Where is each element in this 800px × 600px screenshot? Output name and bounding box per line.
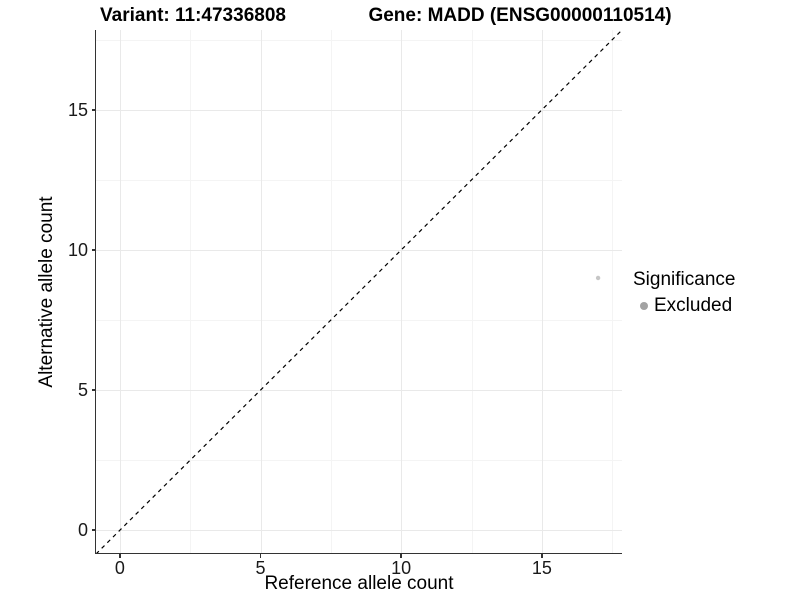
geom-layer xyxy=(96,30,622,554)
plot-title-gene: Gene: MADD (ENSG00000110514) xyxy=(368,5,672,26)
x-tick-mark xyxy=(119,554,121,558)
gridline-minor-horizontal xyxy=(96,179,622,181)
x-axis-title: Reference allele count xyxy=(264,573,454,594)
legend: Significance Excluded xyxy=(633,270,735,315)
x-tick-label: 5 xyxy=(255,558,266,578)
gridline-major-vertical xyxy=(119,30,121,554)
x-tick-label: 0 xyxy=(114,558,125,578)
y-tick-label: 5 xyxy=(77,380,88,401)
gridline-major-vertical xyxy=(260,30,262,554)
x-tick-label: 10 xyxy=(391,558,412,578)
plot-panel xyxy=(96,30,622,554)
gridline-minor-vertical xyxy=(612,30,614,554)
x-axis-line xyxy=(95,553,622,555)
y-tick-mark xyxy=(92,389,96,391)
x-tick-label: 15 xyxy=(531,558,552,578)
gridline-minor-horizontal xyxy=(96,39,622,41)
x-tick-mark xyxy=(259,554,262,558)
y-tick-label: 0 xyxy=(77,520,88,541)
y-tick-mark xyxy=(92,249,96,251)
x-tick-mark xyxy=(400,554,402,558)
gridline-minor-vertical xyxy=(190,30,192,554)
legend-item: Excluded xyxy=(640,296,735,315)
gridline-major-horizontal xyxy=(96,249,622,251)
gridline-major-horizontal xyxy=(96,390,622,392)
gridline-major-horizontal xyxy=(96,109,622,111)
y-axis-title: Alternative allele count xyxy=(36,196,57,388)
data-point xyxy=(595,275,601,281)
gridline-minor-horizontal xyxy=(96,320,622,322)
legend-item-label: Excluded xyxy=(654,295,733,316)
x-tick-mark xyxy=(541,554,543,558)
legend-title: Significance xyxy=(633,269,736,290)
gridline-minor-vertical xyxy=(330,30,332,554)
y-tick-mark xyxy=(92,109,96,111)
legend-key-dot-icon xyxy=(640,301,648,310)
gridline-major-vertical xyxy=(401,30,403,554)
gridline-major-horizontal xyxy=(96,530,622,532)
gridline-minor-vertical xyxy=(471,30,473,554)
identity-dashed-line xyxy=(96,30,622,554)
y-axis-line xyxy=(95,30,97,554)
y-tick-label: 10 xyxy=(67,239,88,260)
y-tick-label: 15 xyxy=(67,99,88,120)
gridline-major-vertical xyxy=(541,30,543,554)
gridline-minor-horizontal xyxy=(96,460,622,462)
y-tick-mark xyxy=(92,529,96,531)
plot-title-variant: Variant: 11:47336808 xyxy=(100,5,286,26)
